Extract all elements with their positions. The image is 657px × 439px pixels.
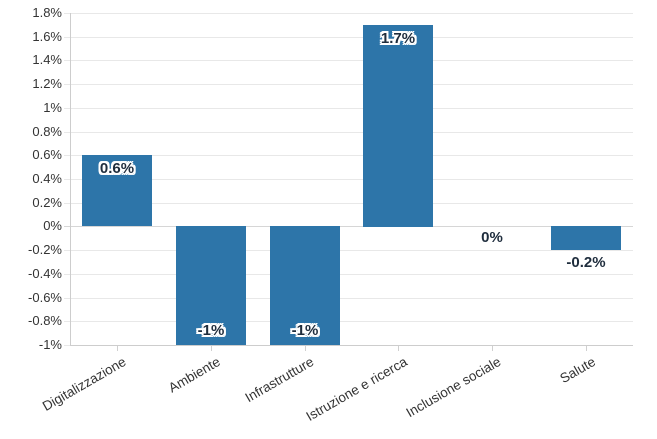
bar-infrastrutture[interactable] xyxy=(270,226,340,345)
data-label-infrastrutture: -1% xyxy=(291,322,319,339)
gridline xyxy=(64,274,633,275)
y-axis-tick-label: 0.6% xyxy=(32,147,62,162)
y-axis-tick-label: 0.8% xyxy=(32,124,62,139)
x-category-label-ambiente: Ambiente xyxy=(165,354,223,396)
gridline xyxy=(64,321,633,322)
y-axis-tick-label: -0.4% xyxy=(28,266,62,281)
x-category-label-salute: Salute xyxy=(557,354,598,387)
y-axis-tick-label: -1% xyxy=(38,337,62,352)
x-category-label-infrastrutture: Infrastrutture xyxy=(242,354,317,406)
x-axis-line xyxy=(70,345,633,346)
bar-ambiente[interactable] xyxy=(176,226,246,345)
y-axis-tick-label: 0.2% xyxy=(32,195,62,210)
gridline xyxy=(64,203,633,204)
gridline xyxy=(64,250,633,251)
x-axis-tick xyxy=(398,346,399,351)
gridline xyxy=(64,37,633,38)
gridline xyxy=(64,108,633,109)
x-axis-tick xyxy=(117,346,118,351)
y-axis-tick-label: 1.8% xyxy=(32,5,62,20)
bar-digitalizzazione[interactable] xyxy=(82,155,152,226)
y-axis-tick-label: -0.6% xyxy=(28,290,62,305)
y-axis-tick-label: 1.2% xyxy=(32,76,62,91)
bar-salute[interactable] xyxy=(551,226,621,250)
y-axis-line xyxy=(70,13,71,345)
zero-gridline xyxy=(64,226,633,227)
x-axis-tick xyxy=(586,346,587,351)
y-axis-tick-label: 1.6% xyxy=(32,29,62,44)
data-label-digitalizzazione: 0.6% xyxy=(99,160,135,177)
gridline xyxy=(64,60,633,61)
y-axis-tick-label: 1.4% xyxy=(32,52,62,67)
data-label-ambiente: -1% xyxy=(197,322,225,339)
x-axis-tick xyxy=(211,346,212,351)
gridline xyxy=(64,13,633,14)
gridline xyxy=(64,298,633,299)
gridline xyxy=(64,84,633,85)
x-category-label-digitalizzazione: Digitalizzazione xyxy=(40,354,129,414)
y-axis-tick-label: -0.8% xyxy=(28,313,62,328)
x-category-label-istruzione-e-ricerca: Istruzione e ricerca xyxy=(303,354,410,425)
gridline xyxy=(64,155,633,156)
y-axis-tick-label: 0% xyxy=(43,218,62,233)
data-label-istruzione-e-ricerca: 1.7% xyxy=(380,30,416,47)
gridline xyxy=(64,179,633,180)
y-axis-tick-label: 1% xyxy=(43,100,62,115)
data-label-salute: -0.2% xyxy=(566,254,606,271)
y-axis-tick-label: -0.2% xyxy=(28,242,62,257)
bar-istruzione-e-ricerca[interactable] xyxy=(363,25,433,227)
x-category-label-inclusione-sociale: Inclusione sociale xyxy=(403,354,504,421)
x-axis-tick xyxy=(305,346,306,351)
data-label-inclusione-sociale: 0% xyxy=(481,229,503,246)
y-axis-tick-label: 0.4% xyxy=(32,171,62,186)
gridline xyxy=(64,132,633,133)
x-axis-tick xyxy=(492,346,493,351)
